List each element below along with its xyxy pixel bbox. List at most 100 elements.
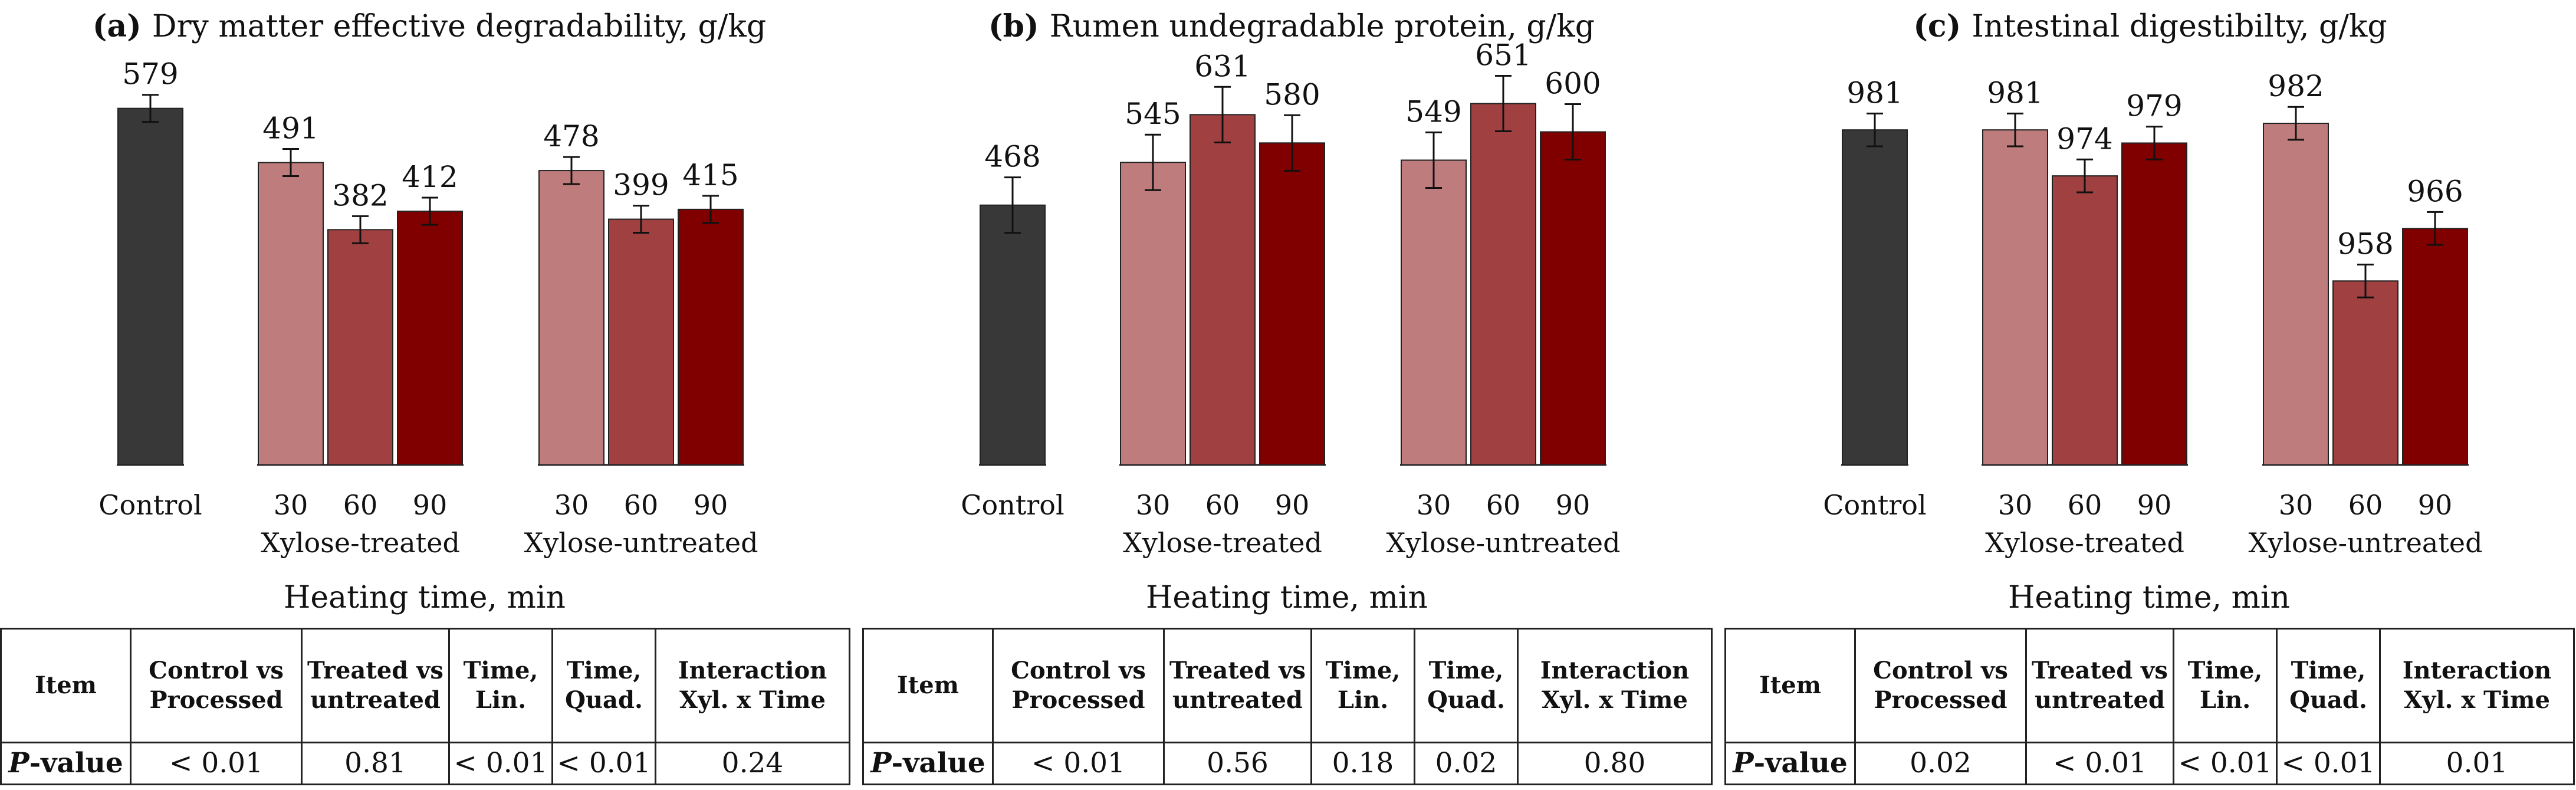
stats-table-b: Item Control vs Processed Treated vs unt… xyxy=(862,628,1713,785)
group-label: Xylose-untreated xyxy=(2248,527,2482,559)
tick-label: Control xyxy=(1823,489,1926,521)
bar xyxy=(1259,142,1325,466)
bar xyxy=(1842,129,1908,466)
group-label: Xylose-treated xyxy=(261,527,460,559)
header-treated-vs-untreated: Treated vs untreated xyxy=(1163,628,1312,743)
pvalue-time-quad: 0.02 xyxy=(1414,742,1519,785)
pvalue-time-quad: < 0.01 xyxy=(2276,742,2381,785)
panel-a: (a) Dry matter effective degradability, … xyxy=(0,0,859,790)
header-treated-vs-untreated: Treated vs untreated xyxy=(2025,628,2174,743)
data-label: 382 xyxy=(332,178,388,212)
bar xyxy=(1120,162,1186,466)
panel-letter: (b) xyxy=(988,8,1050,44)
bar xyxy=(1540,131,1606,466)
tick-label: 30 xyxy=(2279,489,2314,521)
header-control-vs-processed: Control vs Processed xyxy=(130,628,303,743)
header-time-quad: Time, Quad. xyxy=(2276,628,2381,743)
header-item: Item xyxy=(0,628,132,743)
chart-title: (b) Rumen undegradable protein, g/kg xyxy=(988,8,1595,44)
tick-label: 60 xyxy=(1205,489,1240,521)
group-label: Xylose-untreated xyxy=(524,527,758,559)
data-label: 491 xyxy=(262,112,318,146)
pvalue-interaction: 0.80 xyxy=(1517,742,1713,785)
stats-header-row: Item Control vs Processed Treated vs unt… xyxy=(1724,628,2575,743)
panel-title-text: Intestinal digestibilty, g/kg xyxy=(1972,9,2387,44)
panel-c: (c) Intestinal digestibilty, g/kg Xylose-… xyxy=(1724,0,2576,790)
data-label: 579 xyxy=(122,57,178,91)
panel-b: (b) Rumen undegradable protein, g/kg Xylo… xyxy=(862,0,1721,790)
chart-title: (a) Dry matter effective degradability, … xyxy=(93,8,766,44)
data-label: 412 xyxy=(402,160,458,194)
data-label: 631 xyxy=(1194,49,1250,83)
data-label: 468 xyxy=(984,140,1040,174)
p-letter: P xyxy=(870,746,892,779)
tick-label: 30 xyxy=(1136,489,1171,521)
pvalue-interaction: 0.24 xyxy=(655,742,850,785)
bar xyxy=(538,170,604,466)
header-item: Item xyxy=(1724,628,1856,743)
x-axis-label: Heating time, min xyxy=(2008,580,2290,615)
pvalue-treated-vs-untreated: 0.56 xyxy=(1163,742,1312,785)
pvalue-control-vs-processed: < 0.01 xyxy=(130,742,303,785)
data-label: 580 xyxy=(1264,77,1320,112)
bar xyxy=(2332,280,2398,466)
data-label: 979 xyxy=(2126,89,2182,123)
tick-label: 60 xyxy=(1486,489,1521,521)
pvalue-treated-vs-untreated: 0.81 xyxy=(301,742,450,785)
group-label: Xylose-treated xyxy=(1123,527,1322,559)
bar xyxy=(117,107,183,466)
data-label: 549 xyxy=(1405,94,1461,129)
tick-label: 90 xyxy=(694,489,728,521)
pvalue-time-lin: < 0.01 xyxy=(448,742,553,785)
p-letter: P xyxy=(8,746,29,779)
stats-pvalue-row: P-value < 0.01 0.81 < 0.01 < 0.01 0.24 xyxy=(0,742,850,785)
panel-letter: (a) xyxy=(93,8,152,44)
pvalue-label: P-value xyxy=(862,742,994,785)
tick-label: 30 xyxy=(274,489,308,521)
header-time-quad: Time, Quad. xyxy=(1414,628,1519,743)
bar xyxy=(2263,123,2329,466)
x-axis-label: Heating time, min xyxy=(284,580,566,615)
pvalue-time-lin: < 0.01 xyxy=(2173,742,2278,785)
pvalue-control-vs-processed: < 0.01 xyxy=(992,742,1165,785)
bar xyxy=(1982,129,2048,466)
tick-label: 60 xyxy=(2348,489,2383,521)
pvalue-label: P-value xyxy=(1724,742,1856,785)
header-control-vs-processed: Control vs Processed xyxy=(992,628,1165,743)
data-label: 958 xyxy=(2337,227,2393,261)
tick-label: 90 xyxy=(2418,489,2453,521)
header-interaction: Interaction Xyl. x Time xyxy=(1517,628,1713,743)
p-suffix: -value xyxy=(891,746,985,779)
x-axis-label: Heating time, min xyxy=(1146,580,1428,615)
tick-label: 90 xyxy=(1556,489,1591,521)
stats-table-c: Item Control vs Processed Treated vs unt… xyxy=(1724,628,2575,785)
chart-a: (a) Dry matter effective degradability, … xyxy=(93,8,766,615)
pvalue-time-lin: 0.18 xyxy=(1310,742,1415,785)
tick-label: Control xyxy=(961,489,1064,521)
tick-label: 90 xyxy=(413,489,448,521)
header-time-lin: Time, Lin. xyxy=(2173,628,2278,743)
data-label: 600 xyxy=(1545,66,1601,100)
p-suffix: -value xyxy=(1753,746,1848,779)
data-label: 981 xyxy=(1987,76,2043,110)
data-label: 974 xyxy=(2056,122,2112,156)
data-label: 982 xyxy=(2268,69,2324,103)
tick-label: 90 xyxy=(1275,489,1310,521)
tick-label: 30 xyxy=(554,489,589,521)
header-time-lin: Time, Lin. xyxy=(448,628,553,743)
header-control-vs-processed: Control vs Processed xyxy=(1854,628,2027,743)
data-label: 545 xyxy=(1125,97,1181,131)
group-label: Xylose-treated xyxy=(1985,527,2184,559)
data-label: 966 xyxy=(2407,174,2463,208)
bar xyxy=(2052,175,2118,466)
bar xyxy=(1190,114,1256,466)
bar xyxy=(678,208,744,466)
bar xyxy=(1401,159,1467,466)
bar xyxy=(1470,103,1536,466)
data-label: 651 xyxy=(1475,38,1531,72)
pvalue-label: P-value xyxy=(0,742,132,785)
chart-c: (c) Intestinal digestibilty, g/kg Xylose-… xyxy=(1823,8,2482,615)
header-item: Item xyxy=(862,628,994,743)
chart-title: (c) Intestinal digestibilty, g/kg xyxy=(1913,8,2387,44)
stats-header-row: Item Control vs Processed Treated vs unt… xyxy=(0,628,850,743)
